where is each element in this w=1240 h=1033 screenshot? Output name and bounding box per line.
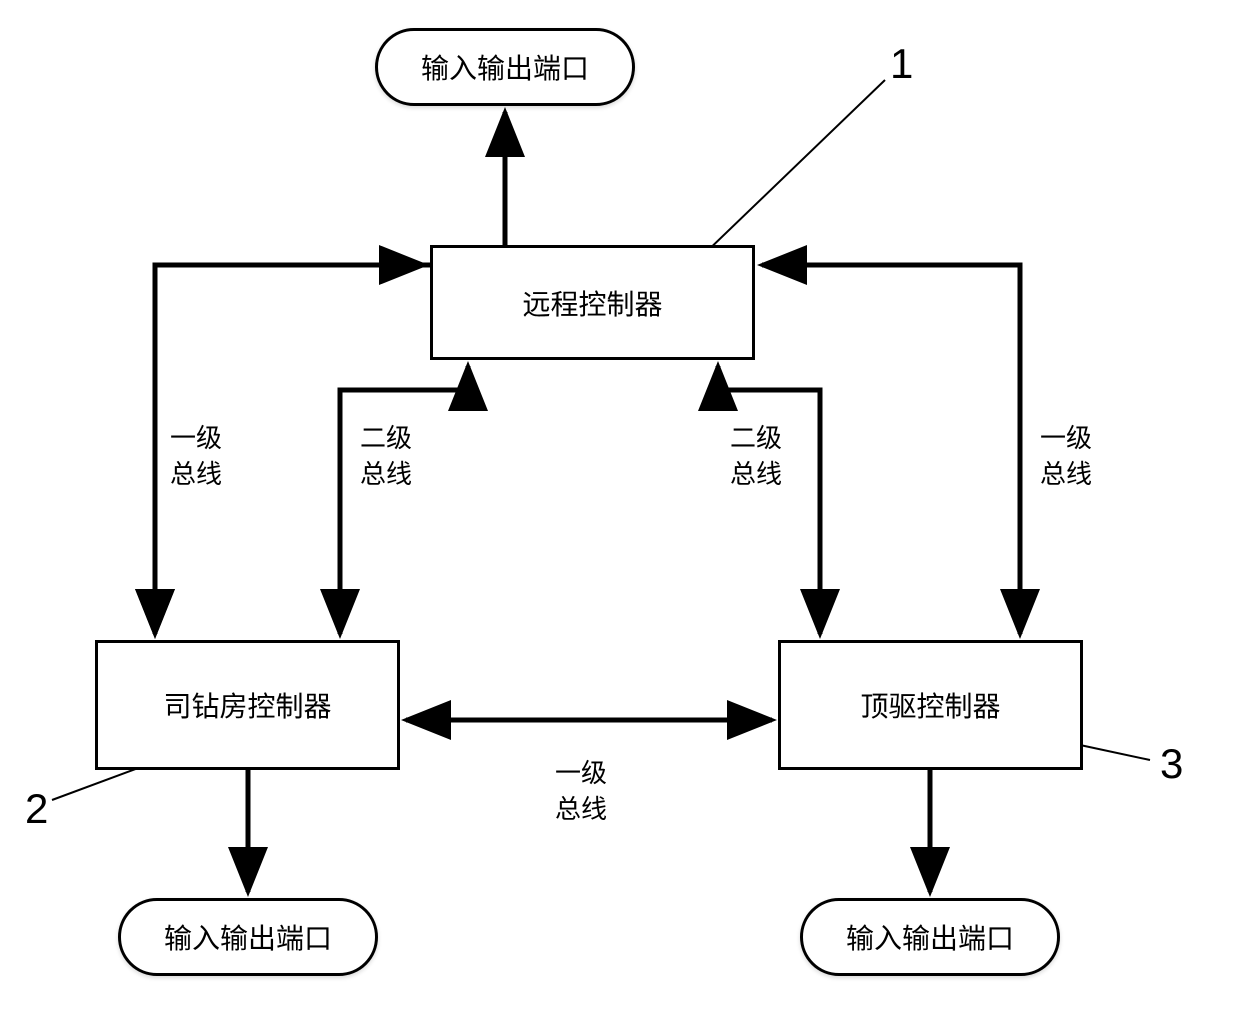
diagram-root: 输入输出端口 远程控制器 司钻房控制器 顶驱控制器 输入输出端口 输入输出端口 … bbox=[0, 0, 1240, 1033]
bus-primary-bottom-label: 一级 总线 bbox=[555, 755, 607, 828]
ref-number-1: 1 bbox=[890, 40, 913, 88]
io-port-bottom-right: 输入输出端口 bbox=[800, 898, 1060, 976]
remote-controller-label: 远程控制器 bbox=[522, 283, 662, 323]
ref-number-2: 2 bbox=[25, 785, 48, 833]
driller-controller-node: 司钻房控制器 bbox=[95, 640, 400, 770]
top-drive-controller-node: 顶驱控制器 bbox=[778, 640, 1083, 770]
io-port-bottom-left: 输入输出端口 bbox=[118, 898, 378, 976]
io-port-bottom-left-label: 输入输出端口 bbox=[164, 917, 332, 957]
bus-primary-left-label: 一级 总线 bbox=[170, 420, 222, 493]
io-port-top-label: 输入输出端口 bbox=[421, 47, 589, 87]
bus-secondary-right-label: 二级 总线 bbox=[730, 420, 782, 493]
io-port-bottom-right-label: 输入输出端口 bbox=[846, 917, 1014, 957]
arrows-layer bbox=[0, 0, 1240, 1033]
ref-number-3: 3 bbox=[1160, 740, 1183, 788]
top-drive-controller-label: 顶驱控制器 bbox=[860, 685, 1000, 725]
driller-controller-label: 司钻房控制器 bbox=[163, 685, 331, 725]
bus-primary-right-label: 一级 总线 bbox=[1040, 420, 1092, 493]
bus-secondary-left-label: 二级 总线 bbox=[360, 420, 412, 493]
remote-controller-node: 远程控制器 bbox=[430, 245, 755, 360]
io-port-top: 输入输出端口 bbox=[375, 28, 635, 106]
